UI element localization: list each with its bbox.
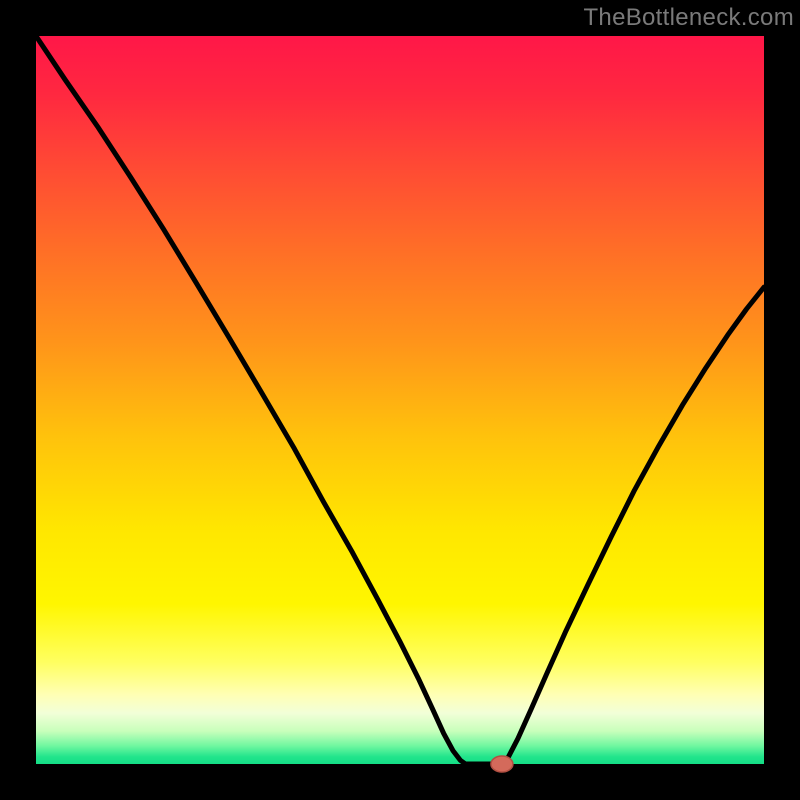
chart-gradient-background [36,36,764,764]
chart-svg [0,0,800,800]
attribution-label: TheBottleneck.com [583,4,794,32]
bottleneck-chart: TheBottleneck.com [0,0,800,800]
dip-marker [491,756,513,772]
